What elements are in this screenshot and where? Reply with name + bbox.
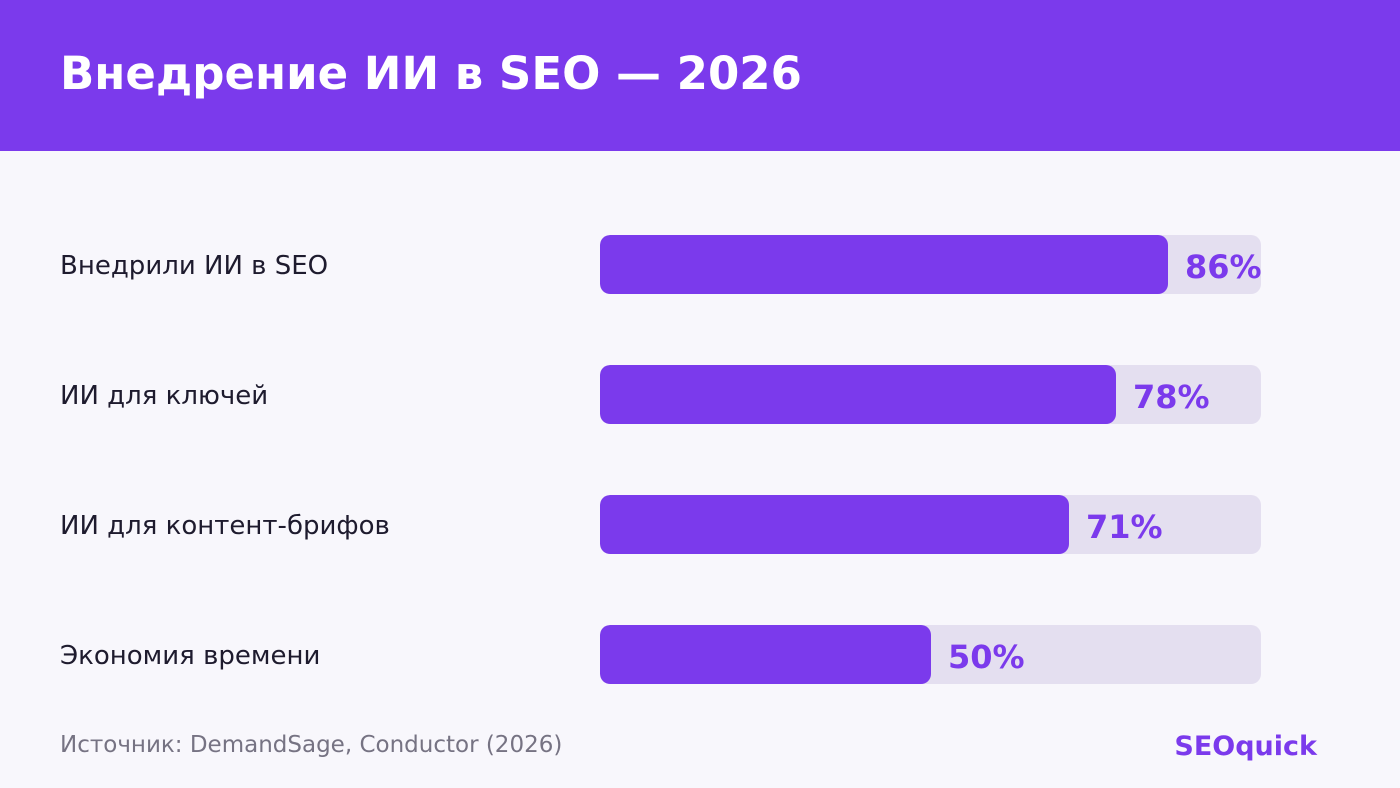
category-label: ИИ для контент-брифов	[60, 511, 390, 541]
data-label: 86%	[1185, 248, 1262, 286]
data-label: 50%	[948, 638, 1025, 676]
category-label: ИИ для ключей	[60, 381, 269, 411]
bar	[600, 495, 1069, 554]
bar-row: ИИ для контент-брифов 71%	[0, 495, 1400, 555]
bar-track	[600, 495, 1261, 554]
bar	[600, 365, 1116, 424]
category-label: Внедрили ИИ в SEO	[60, 251, 329, 281]
bar-track	[600, 235, 1261, 294]
header-banner: Внедрение ИИ в SEO — 2026	[0, 0, 1400, 151]
category-label: Экономия времени	[60, 641, 321, 671]
data-label: 71%	[1086, 508, 1163, 546]
bar-row: Экономия времени 50%	[0, 625, 1400, 685]
bar-track	[600, 625, 1261, 684]
brand-logo: SEOquick	[1174, 731, 1317, 762]
bar	[600, 235, 1168, 294]
bar	[600, 625, 931, 684]
chart-title: Внедрение ИИ в SEO — 2026	[60, 47, 802, 100]
data-label: 78%	[1133, 378, 1210, 416]
bar-track	[600, 365, 1261, 424]
bar-row: ИИ для ключей 78%	[0, 365, 1400, 425]
source-note: Источник: DemandSage, Conductor (2026)	[60, 732, 563, 758]
bar-row: Внедрили ИИ в SEO 86%	[0, 235, 1400, 295]
